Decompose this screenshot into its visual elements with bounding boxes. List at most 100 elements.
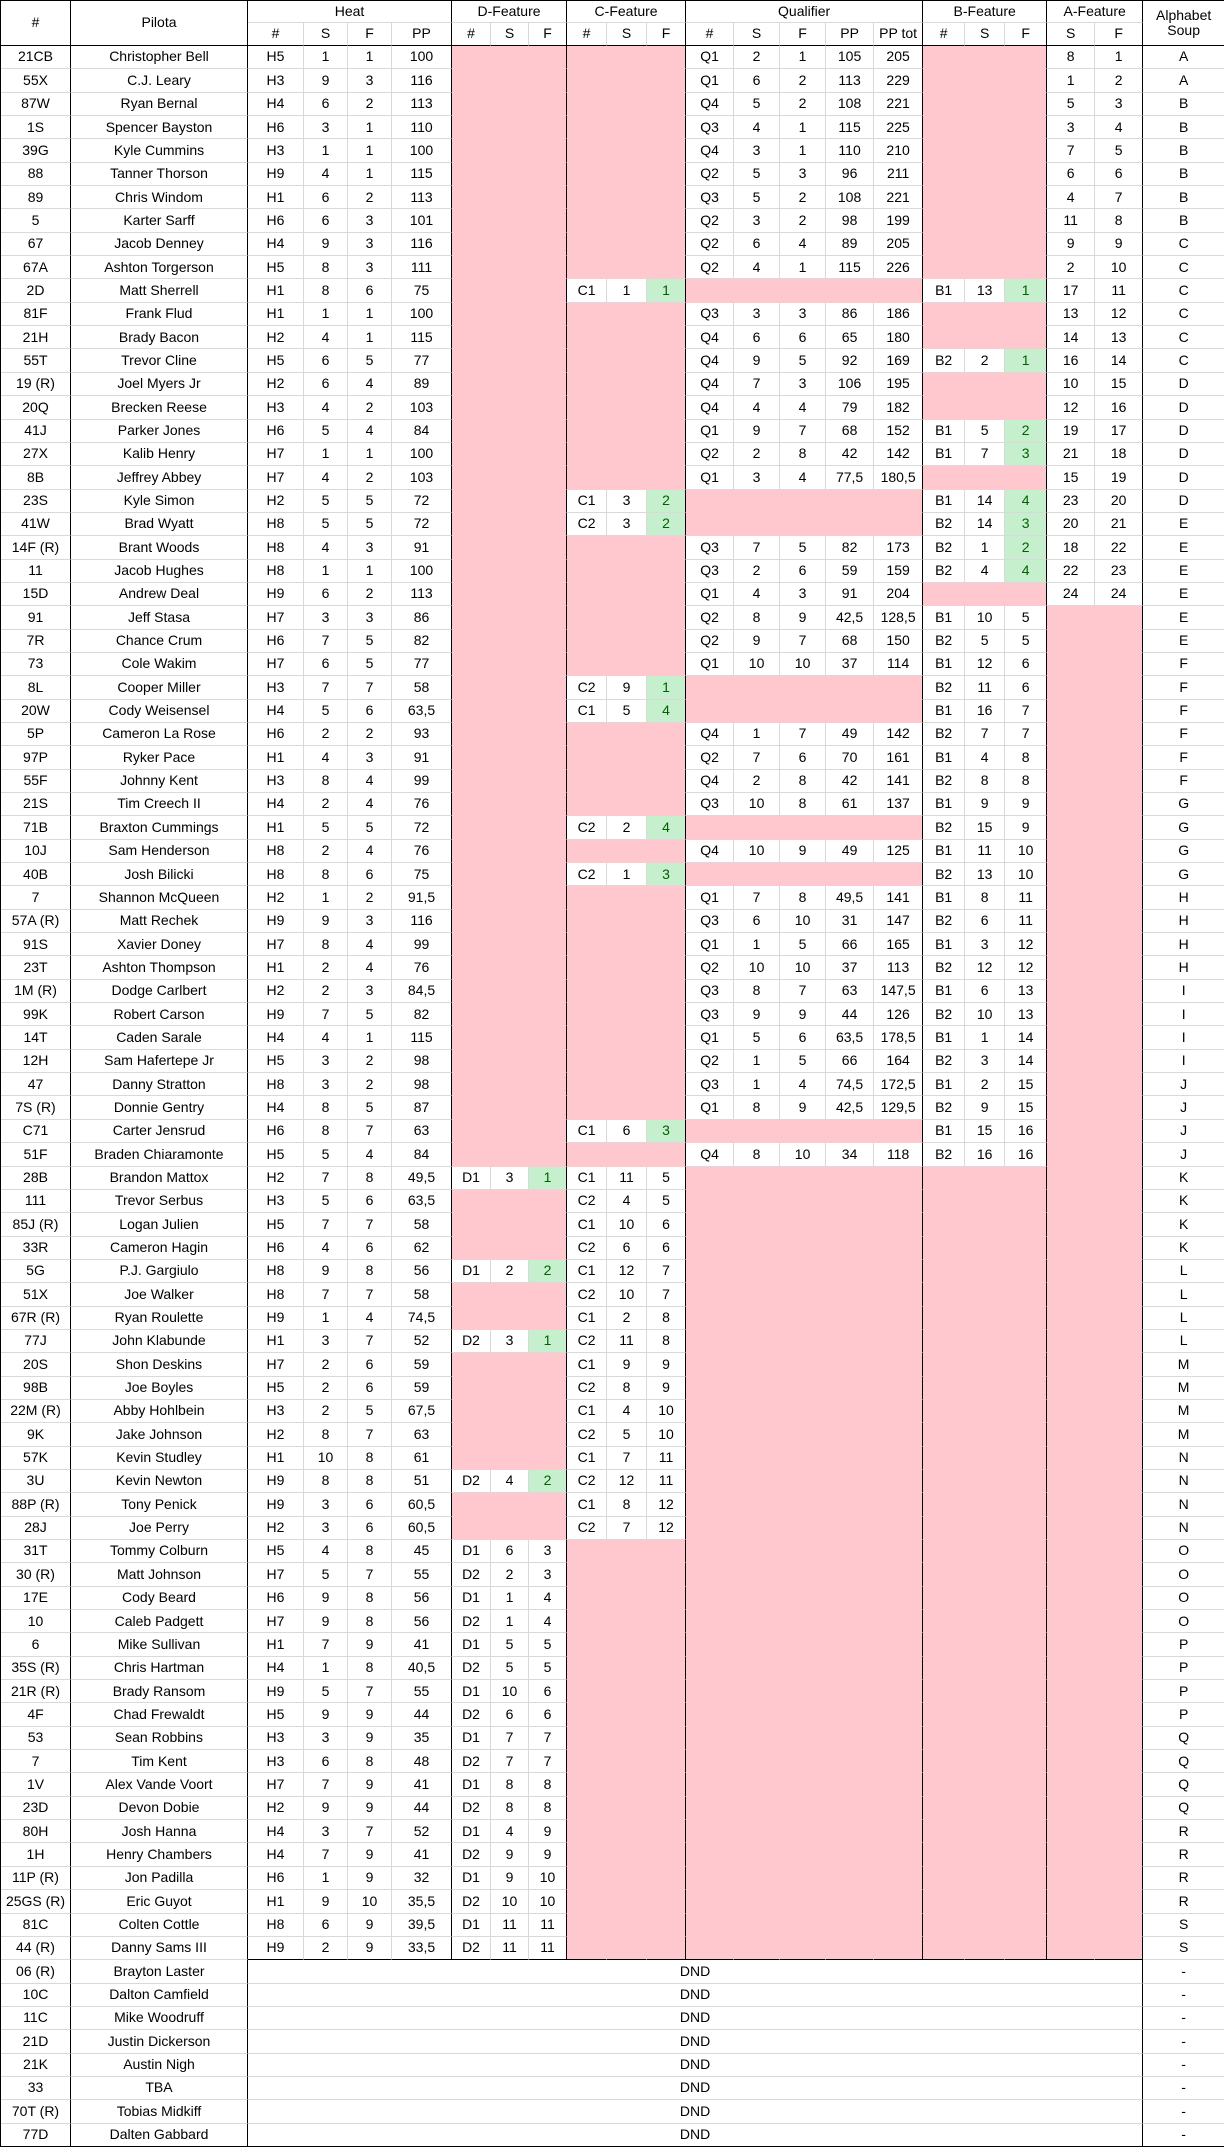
cell-qualifier-num <box>686 699 735 723</box>
cell-dfeature-finish <box>529 816 568 840</box>
cell-dfeature-start: 7 <box>491 1750 530 1774</box>
cell-dfeature-finish <box>529 372 568 397</box>
cell-qualifier-pp <box>826 1820 875 1844</box>
cell-dfeature-start: 1 <box>491 1610 530 1634</box>
cell-driver-name: Brayton Laster <box>71 1960 248 1984</box>
cell-driver-name: Joe Boyles <box>71 1376 248 1400</box>
cell-cfeature-finish <box>647 606 687 630</box>
cell-alphabet-soup: B <box>1143 209 1224 233</box>
cell-bfeature-num: B2 <box>923 512 966 537</box>
cell-dfeature-num <box>452 909 492 934</box>
cell-dfeature-num <box>452 629 492 653</box>
cell-driver-name: Tommy Colburn <box>71 1540 248 1564</box>
cell-heat-pp: 45 <box>392 1540 453 1564</box>
cell-dfeature-num <box>452 396 492 420</box>
cell-cfeature-start <box>607 1680 648 1704</box>
cell-qualifier-pp: 110 <box>826 139 875 163</box>
cell-cfeature-start <box>607 466 648 490</box>
cell-heat-start: 7 <box>304 1633 348 1657</box>
cell-qualifier-finish <box>780 1843 827 1867</box>
cell-qualifier-start: 7 <box>734 372 781 397</box>
cell-heat-start: 6 <box>304 349 348 373</box>
cell-qualifier-pp: 89 <box>826 232 875 257</box>
cell-car-number: 14T <box>1 1026 71 1050</box>
cell-bfeature-num: B1 <box>923 886 966 910</box>
cell-qualifier-start <box>734 1119 781 1144</box>
cell-heat-pp: 58 <box>392 1213 453 1237</box>
cell-heat-finish: 5 <box>348 1096 392 1120</box>
cell-cfeature-num <box>567 769 608 793</box>
table-row: 53 Sean Robbins H3 3 9 35 D1 7 7 Q <box>1 1726 1224 1751</box>
cell-dnd: DND <box>248 2030 1144 2054</box>
section-header-d-feature: D-Feature <box>452 1 568 23</box>
subheader-q-finish: F <box>780 23 827 46</box>
cell-cfeature-finish: 5 <box>647 1166 687 1190</box>
cell-dfeature-num <box>452 559 492 583</box>
cell-bfeature-finish <box>1005 1213 1048 1237</box>
cell-qualifier-pp-tot <box>874 816 924 840</box>
cell-car-number: 25GS (R) <box>1 1890 71 1914</box>
cell-qualifier-pp: 108 <box>826 92 875 117</box>
cell-dfeature-start <box>491 1516 530 1540</box>
cell-bfeature-finish: 7 <box>1005 722 1048 747</box>
cell-qualifier-pp-tot: 142 <box>874 722 924 747</box>
cell-cfeature-start: 3 <box>607 489 648 513</box>
cell-heat-num: H9 <box>248 1003 304 1027</box>
cell-bfeature-num: B2 <box>923 676 966 700</box>
cell-qualifier-pp-tot <box>874 1563 924 1587</box>
cell-qualifier-pp: 66 <box>826 933 875 957</box>
cell-dfeature-finish <box>529 1353 568 1377</box>
cell-cfeature-finish <box>647 372 687 397</box>
cell-cfeature-finish <box>647 1096 687 1120</box>
cell-qualifier-num <box>686 1703 735 1727</box>
cell-car-number: 21D <box>1 2030 71 2054</box>
cell-alphabet-soup: A <box>1143 69 1224 93</box>
cell-driver-name: Matt Rechek <box>71 909 248 934</box>
cell-dfeature-finish <box>529 92 568 117</box>
cell-alphabet-soup: C <box>1143 326 1224 350</box>
cell-qualifier-pp-tot: 137 <box>874 793 924 817</box>
cell-car-number: 77D <box>1 2123 71 2147</box>
cell-heat-start: 6 <box>304 209 348 233</box>
cell-cfeature-finish: 10 <box>647 1423 687 1447</box>
cell-heat-pp: 59 <box>392 1353 453 1377</box>
cell-qualifier-pp: 79 <box>826 396 875 420</box>
cell-car-number: 51X <box>1 1283 71 1307</box>
cell-bfeature-finish <box>1005 1493 1048 1517</box>
cell-car-number: 88P (R) <box>1 1493 71 1517</box>
cell-qualifier-finish: 10 <box>780 909 827 934</box>
cell-driver-name: Tim Creech II <box>71 793 248 817</box>
cell-driver-name: Mike Woodruff <box>71 2006 248 2031</box>
cell-bfeature-num: B2 <box>923 1049 966 1074</box>
subheader-d-num: # <box>452 23 492 46</box>
cell-alphabet-soup: F <box>1143 652 1224 677</box>
cell-heat-pp: 58 <box>392 1283 453 1307</box>
cell-driver-name: John Klabunde <box>71 1329 248 1354</box>
cell-afeature-start <box>1047 1213 1096 1237</box>
cell-dfeature-start <box>491 466 530 490</box>
table-row: 20W Cody Weisensel H4 5 6 63,5 C1 5 4 B1 16 7 F <box>1 699 1224 723</box>
cell-cfeature-finish <box>647 116 687 140</box>
cell-qualifier-start: 8 <box>734 1096 781 1120</box>
cell-afeature-start: 22 <box>1047 559 1096 583</box>
cell-cfeature-num <box>567 1936 608 1961</box>
cell-cfeature-num <box>567 1073 608 1097</box>
cell-cfeature-num <box>567 256 608 280</box>
cell-cfeature-start <box>607 1656 648 1681</box>
cell-afeature-finish <box>1095 1283 1144 1307</box>
cell-cfeature-num: C1 <box>567 1259 608 1284</box>
cell-cfeature-start: 4 <box>607 1189 648 1214</box>
cell-qualifier-pp <box>826 676 875 700</box>
cell-qualifier-pp <box>826 1469 875 1494</box>
cell-qualifier-num <box>686 1166 735 1190</box>
cell-qualifier-pp-tot <box>874 1540 924 1564</box>
cell-heat-num: H4 <box>248 1820 304 1844</box>
cell-qualifier-pp <box>826 1586 875 1611</box>
cell-heat-start: 5 <box>304 816 348 840</box>
cell-heat-num: H3 <box>248 676 304 700</box>
cell-bfeature-start: 12 <box>965 956 1006 980</box>
cell-qualifier-pp-tot <box>874 1890 924 1914</box>
cell-qualifier-pp-tot <box>874 699 924 723</box>
cell-qualifier-start: 9 <box>734 419 781 443</box>
cell-dfeature-num: D2 <box>452 1750 492 1774</box>
